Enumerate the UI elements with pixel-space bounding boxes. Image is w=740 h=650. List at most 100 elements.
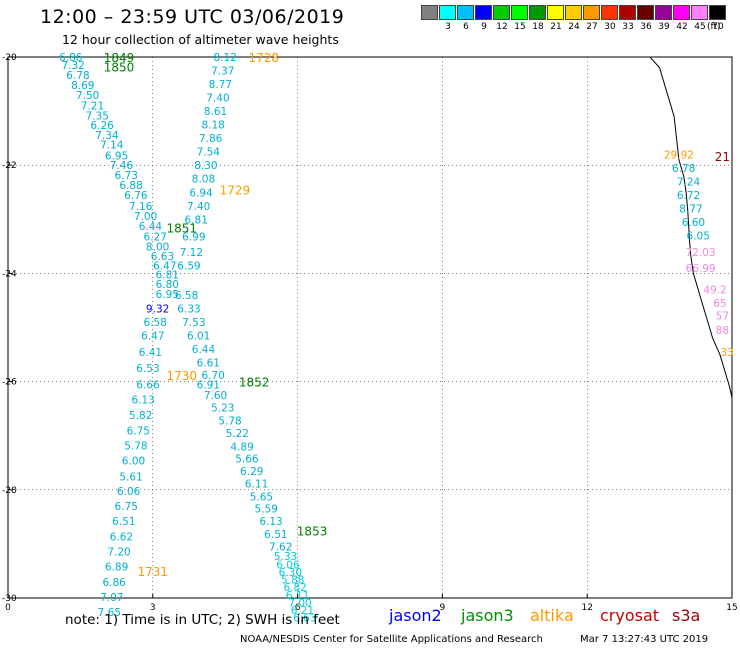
y-tick-label: -28: [2, 486, 17, 496]
legend-swatch: [439, 5, 456, 20]
wave-height-label: 6.91: [197, 379, 220, 391]
legend-label: 39: [658, 22, 670, 32]
track-time-label: 1728: [249, 51, 280, 65]
wave-height-label: 5.23: [211, 403, 234, 415]
wave-height-label: 29.92: [664, 149, 694, 161]
wave-height-label: 6.78: [672, 163, 695, 175]
wave-height-label: 8.12: [214, 52, 237, 64]
wave-height-label: 6.59: [177, 260, 200, 272]
wave-height-label: 7.16: [129, 201, 153, 213]
wave-height-label: 6.11: [286, 590, 309, 602]
track-time-label: 1852: [239, 376, 270, 390]
wave-height-label: 6.11: [245, 478, 268, 490]
wave-height-label: 6.78: [66, 70, 89, 82]
wave-height-label: 6.72: [677, 190, 700, 202]
wave-height-label: 6.58: [144, 317, 167, 329]
legend-label: 42: [676, 22, 688, 32]
y-tick-label: -22: [2, 161, 17, 171]
x-tick-label: 6: [295, 603, 301, 613]
wave-height-label: 6.05: [687, 231, 710, 243]
legend-swatch: [511, 5, 528, 20]
legend-label: 18: [532, 22, 544, 32]
wave-height-label: 7.14: [100, 140, 124, 152]
wave-height-label: 6.26: [90, 120, 114, 132]
wave-height-label: 5.78: [124, 440, 147, 452]
legend-label: 36: [640, 22, 652, 32]
legend-swatch: [673, 5, 690, 20]
legend-swatch: [655, 5, 672, 20]
wave-height-label: 6.00: [122, 456, 145, 468]
wave-height-label: 7.40: [206, 93, 229, 105]
wave-height-label: 6.44: [192, 344, 216, 356]
wave-height-label: 6.44: [139, 221, 163, 233]
wave-height-label: 7.62: [269, 542, 292, 554]
wave-height-label: 5.22: [226, 428, 249, 440]
wave-height-label: 8.77: [209, 79, 232, 91]
wave-height-label: 6.13: [259, 516, 282, 528]
legend-swatch: [565, 5, 582, 20]
wave-height-label: 5.88: [281, 575, 304, 587]
wave-height-label: 6.94: [189, 187, 213, 199]
x-tick-label: 15: [726, 603, 737, 613]
wave-height-label: 8.77: [679, 203, 702, 215]
wave-height-label: 8.69: [71, 80, 94, 92]
wave-height-label: 9.32: [146, 304, 169, 316]
wave-height-label: 4.89: [230, 442, 253, 454]
legend-swatch: [637, 5, 654, 20]
wave-height-label: 6.47: [153, 260, 176, 272]
track-time-label: 1853: [297, 524, 328, 538]
wave-height-label: 7.34: [95, 130, 119, 142]
y-tick-label: -26: [2, 378, 17, 388]
wave-height-label: 7.20: [107, 546, 130, 558]
legend-label: 21: [550, 22, 562, 32]
wave-height-label: 6.81: [156, 269, 179, 281]
wave-height-label: 5.33: [274, 551, 297, 563]
legend-swatch: [421, 5, 438, 20]
wave-height-label: 6.81: [185, 214, 208, 226]
wave-height-label: 8.30: [194, 160, 217, 172]
wave-height-label: 6.30: [279, 567, 302, 579]
track-time-label: 1730: [166, 369, 197, 383]
wave-height-label: 7.60: [204, 390, 227, 402]
wave-height-label: 6.06: [276, 559, 300, 571]
track-time-label: 21: [715, 150, 730, 164]
wave-height-label: 6.41: [139, 347, 162, 359]
wave-height-label: 5.82: [129, 410, 152, 422]
legend-label: 45: [694, 22, 706, 32]
wave-height-label: 6.27: [144, 232, 167, 244]
wave-height-label: 6.60: [682, 217, 705, 229]
y-tick-label: -20: [2, 53, 17, 63]
wave-height-label: 5.61: [119, 471, 142, 483]
legend-label: 15: [514, 22, 526, 32]
wave-height-label: 6.73: [115, 170, 138, 182]
wave-height-label: 6.95: [156, 289, 179, 301]
wave-height-label: 6.06: [117, 486, 141, 498]
wave-height-label: 7.00: [288, 597, 311, 609]
legend-swatch: [691, 5, 708, 20]
track-time-label: 1850: [104, 61, 135, 75]
x-tick-label: 9: [440, 603, 446, 613]
legend-swatch: [493, 5, 510, 20]
y-tick-label: -24: [2, 269, 17, 279]
wave-height-label: 5.65: [250, 491, 273, 503]
wave-height-label: 6.01: [187, 331, 210, 343]
wave-height-label: 6.58: [175, 290, 198, 302]
track-time-label: 1731: [138, 565, 169, 579]
wave-height-label: 72.03: [686, 247, 716, 259]
track-time-label: 1729: [220, 184, 251, 198]
legend-swatch: [547, 5, 564, 20]
wave-height-label: 6.61: [197, 358, 220, 370]
wave-height-label: 6.75: [127, 425, 150, 437]
track-time-label: 1851: [166, 221, 197, 235]
page-subtitle: 12 hour collection of altimeter wave hei…: [62, 32, 339, 47]
wave-height-label: 7.00: [134, 211, 157, 223]
wave-height-label: 7.32: [61, 60, 84, 72]
legend-label: 9: [481, 22, 487, 32]
coastline: [649, 56, 733, 398]
legend-label: 33: [622, 22, 634, 32]
wave-height-label: 7.35: [86, 110, 109, 122]
x-tick-label: 3: [150, 603, 156, 613]
color-legend: 3 6 9 12 15 18 21 24 27 30 33 36 39 42 45 70 (ft): [421, 5, 729, 35]
wave-height-label: 6.70: [201, 370, 224, 382]
